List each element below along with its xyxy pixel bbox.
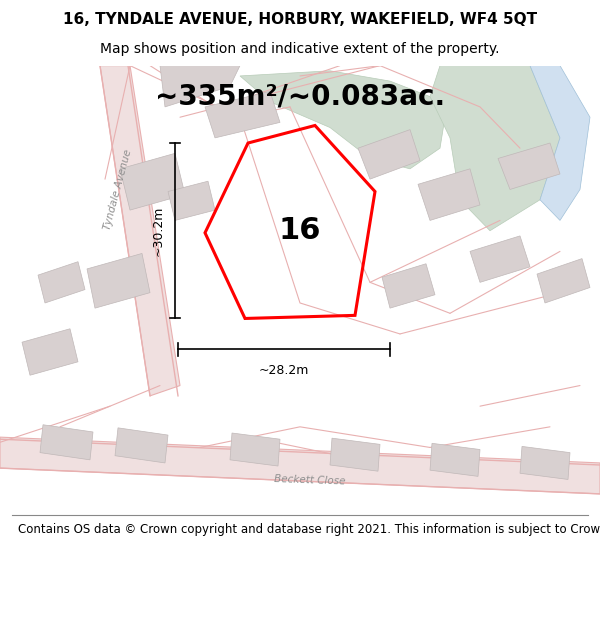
Polygon shape <box>240 71 445 169</box>
Polygon shape <box>115 428 168 463</box>
Text: 16, TYNDALE AVENUE, HORBURY, WAKEFIELD, WF4 5QT: 16, TYNDALE AVENUE, HORBURY, WAKEFIELD, … <box>63 12 537 27</box>
Text: Beckett Close: Beckett Close <box>274 474 346 487</box>
Polygon shape <box>40 425 93 460</box>
Polygon shape <box>22 329 78 375</box>
Polygon shape <box>100 66 180 396</box>
Text: Tyndale Avenue: Tyndale Avenue <box>103 148 134 231</box>
Polygon shape <box>520 446 570 479</box>
Text: ~335m²/~0.083ac.: ~335m²/~0.083ac. <box>155 82 445 111</box>
Polygon shape <box>490 66 590 221</box>
Text: ~30.2m: ~30.2m <box>151 206 164 256</box>
Polygon shape <box>168 181 215 221</box>
Polygon shape <box>470 236 530 282</box>
Polygon shape <box>330 438 380 471</box>
Polygon shape <box>382 264 435 308</box>
Polygon shape <box>120 153 185 210</box>
Text: Contains OS data © Crown copyright and database right 2021. This information is : Contains OS data © Crown copyright and d… <box>18 523 600 536</box>
Text: Map shows position and indicative extent of the property.: Map shows position and indicative extent… <box>100 42 500 56</box>
Polygon shape <box>430 66 560 231</box>
Polygon shape <box>498 143 560 189</box>
Polygon shape <box>430 443 480 476</box>
Polygon shape <box>418 169 480 221</box>
Polygon shape <box>38 262 85 303</box>
Polygon shape <box>230 433 280 466</box>
Polygon shape <box>205 91 280 138</box>
Text: 16: 16 <box>279 216 321 245</box>
Polygon shape <box>87 254 150 308</box>
Polygon shape <box>358 129 420 179</box>
Polygon shape <box>0 437 600 494</box>
Polygon shape <box>160 66 240 107</box>
Polygon shape <box>537 259 590 303</box>
Text: ~28.2m: ~28.2m <box>259 364 309 376</box>
